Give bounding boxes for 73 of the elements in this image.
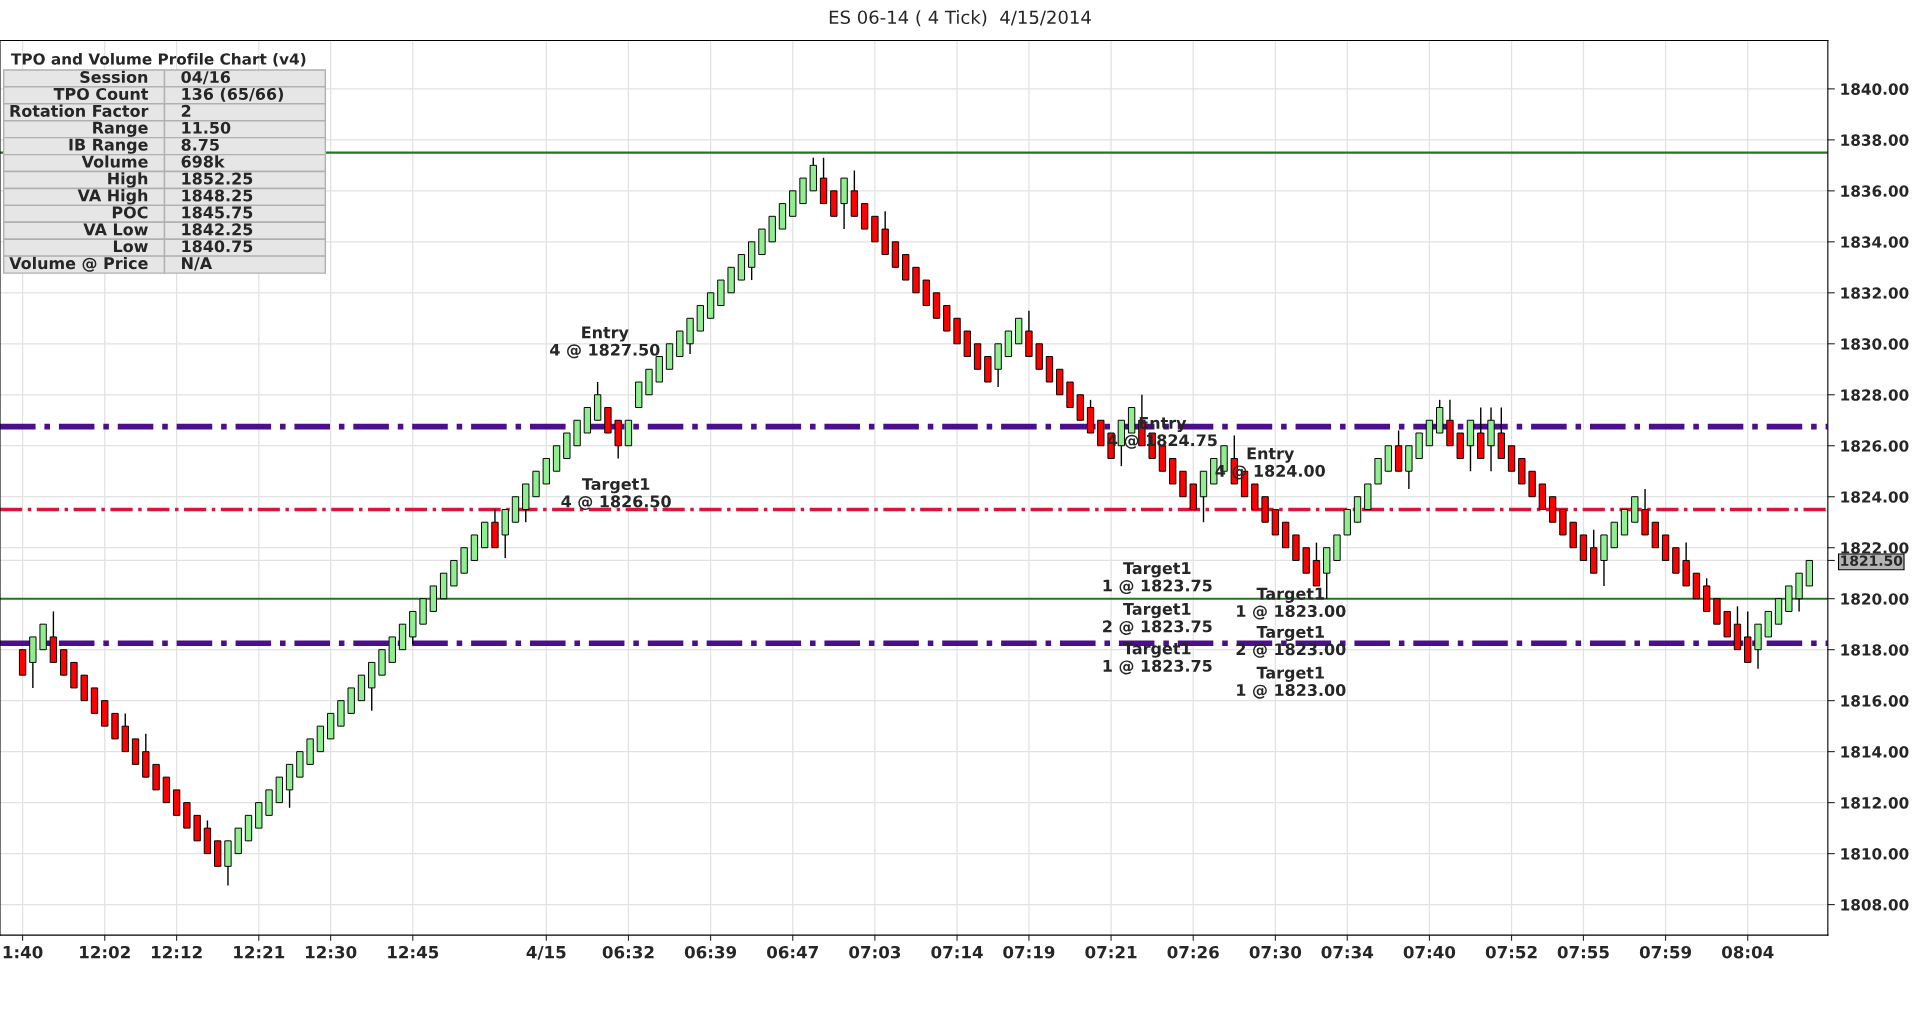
annotation: N/A bbox=[182, 257, 213, 271]
y-tick-label: 1832.00 bbox=[1841, 287, 1909, 299]
x-tick-label: 07:52 bbox=[1485, 945, 1537, 959]
annotation: Target1 2 @ 1823.75 bbox=[1103, 603, 1212, 635]
y-tick-label: 1838.00 bbox=[1841, 134, 1909, 146]
y-tick-label: 1826.00 bbox=[1841, 440, 1909, 452]
annotation: 1840.75 bbox=[182, 240, 253, 253]
x-tick-label: 12:45 bbox=[388, 945, 439, 959]
annotation: Target1 4 @ 1826.50 bbox=[561, 478, 671, 510]
y-tick-label: 1821.50 bbox=[1841, 555, 1903, 566]
y-tick-label: 1820.00 bbox=[1841, 593, 1909, 605]
x-tick-label: 07:21 bbox=[1085, 945, 1137, 959]
y-tick-label: 1840.00 bbox=[1841, 83, 1909, 95]
annotation: 136 (65/66) bbox=[182, 87, 284, 102]
x-tick-label: 06:39 bbox=[684, 945, 737, 959]
x-tick-label: 07:55 bbox=[1557, 945, 1609, 959]
x-tick-label: 12:21 bbox=[234, 945, 285, 959]
y-tick-label: 1814.00 bbox=[1841, 746, 1909, 758]
annotation: 1845.75 bbox=[182, 206, 253, 219]
annotation: Target1 1 @ 1823.00 bbox=[1237, 666, 1346, 699]
y-tick-label: 1824.00 bbox=[1841, 491, 1909, 503]
y-tick-label: 1830.00 bbox=[1841, 338, 1909, 350]
annotation: VA High bbox=[77, 189, 148, 205]
annotation: High bbox=[108, 172, 148, 188]
y-tick-label: 1822.00 bbox=[1841, 542, 1909, 554]
annotation: 1842.25 bbox=[182, 223, 253, 236]
annotation: 2 bbox=[181, 104, 191, 117]
annotation: Entry 4 @ 1827.50 bbox=[550, 326, 660, 359]
x-tick-label: 07:19 bbox=[1003, 945, 1055, 959]
x-tick-label: 12:02 bbox=[80, 945, 130, 959]
annotation: Rotation Factor bbox=[10, 104, 149, 117]
annotation: Target1 2 @ 1823.00 bbox=[1236, 626, 1346, 658]
y-tick-label: 1808.00 bbox=[1841, 899, 1909, 911]
annotation: Volume bbox=[81, 155, 148, 168]
x-tick-label: 07:34 bbox=[1321, 945, 1374, 959]
x-tick-label: 07:26 bbox=[1167, 945, 1219, 959]
annotation: Target1 1 @ 1823.75 bbox=[1103, 562, 1212, 595]
y-tick-label: 1828.00 bbox=[1841, 389, 1909, 401]
chart-title: ES 06-14 ( 4 Tick) 4/15/2014 bbox=[829, 10, 1091, 27]
annotation: 11.50 bbox=[182, 121, 231, 134]
y-tick-label: 1816.00 bbox=[1841, 695, 1909, 707]
x-tick-label: 06:47 bbox=[767, 945, 818, 959]
annotation: Range bbox=[93, 121, 148, 137]
x-tick-label: 06:32 bbox=[602, 945, 654, 959]
annotation: 8.75 bbox=[181, 138, 219, 151]
annotation: 04/16 bbox=[181, 70, 231, 85]
annotation: TPO Count bbox=[53, 87, 149, 100]
annotation: VA Low bbox=[83, 223, 148, 236]
x-tick-label: 07:14 bbox=[931, 945, 983, 959]
y-tick-label: 1834.00 bbox=[1841, 236, 1909, 248]
x-tick-label: 1:40 bbox=[3, 945, 43, 959]
x-tick-label: 12:30 bbox=[306, 945, 357, 959]
annotation: Volume @ Price bbox=[9, 256, 148, 272]
x-tick-label: 07:59 bbox=[1639, 945, 1692, 959]
y-tick-label: 1818.00 bbox=[1841, 644, 1909, 656]
x-tick-label: 12:12 bbox=[151, 945, 202, 959]
annotation: IB Range bbox=[69, 138, 148, 154]
annotation: 1848.25 bbox=[182, 189, 253, 202]
x-tick-label: 07:30 bbox=[1249, 945, 1302, 959]
x-tick-label: 07:03 bbox=[849, 945, 901, 959]
annotation: Target1 1 @ 1823.75 bbox=[1103, 642, 1212, 675]
annotation: Low bbox=[113, 240, 148, 253]
annotation: 698k bbox=[181, 155, 225, 168]
annotation: 1852.25 bbox=[182, 172, 253, 185]
x-tick-label: 08:04 bbox=[1722, 945, 1774, 959]
x-tick-label: 4/15 bbox=[526, 946, 566, 960]
x-tick-label: 07:40 bbox=[1403, 945, 1456, 959]
y-tick-label: 1836.00 bbox=[1841, 185, 1909, 197]
annotation: POC bbox=[112, 206, 148, 219]
annotation: TPO and Volume Profile Chart (v4) bbox=[11, 52, 306, 67]
y-tick-label: 1812.00 bbox=[1841, 797, 1909, 809]
annotation: Session bbox=[80, 70, 148, 84]
y-tick-label: 1810.00 bbox=[1841, 848, 1909, 860]
